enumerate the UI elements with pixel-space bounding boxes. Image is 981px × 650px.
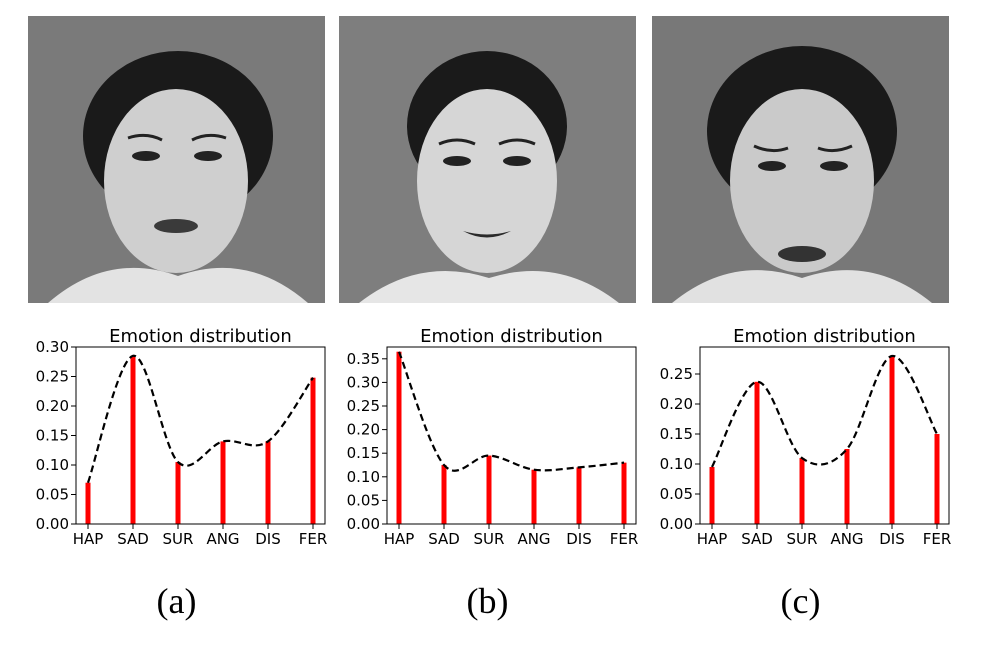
bar-ang [221, 441, 226, 524]
y-tick-label: 0.05 [36, 486, 69, 504]
bar-ang [845, 449, 850, 524]
chart-b-svg: Emotion distribution 0.00 0.05 0.10 0.15 0.20… [339, 320, 659, 560]
bar-fer [311, 378, 316, 524]
chart-c-svg: Emotion distribution 0.00 0.05 0.10 0.15 0.20… [652, 320, 972, 560]
bar-fer [935, 434, 940, 524]
plot-frame [76, 347, 325, 524]
bar-sad [131, 356, 136, 524]
face-photo [652, 16, 949, 303]
x-tick-label: SAD [428, 530, 460, 548]
x-tick-label: ANG [830, 530, 863, 548]
face-illustration [652, 16, 949, 303]
x-tick-label: SUR [787, 530, 818, 548]
chart-title: Emotion distribution [109, 326, 292, 347]
bar-hap [397, 352, 402, 524]
x-tick-label: HAP [384, 530, 415, 548]
x-tick-label: DIS [879, 530, 905, 548]
chart-title: Emotion distribution [420, 326, 603, 347]
caption-a: (a) [28, 580, 325, 622]
panel-c: Emotion distribution 0.00 0.05 0.10 0.15 0.20… [652, 0, 972, 650]
bar-dis [890, 356, 895, 524]
chart-c: Emotion distribution 0.00 0.05 0.10 0.15 0.20… [652, 320, 972, 560]
chart-a: Emotion distribution 0.00 0.05 0.10 0.15 0.20… [28, 320, 348, 560]
y-tick-label: 0.00 [660, 515, 693, 533]
y-tick-label: 0.25 [660, 365, 693, 383]
y-tick-label: 0.00 [347, 515, 380, 533]
y-tick-label: 0.15 [347, 444, 380, 462]
x-tick-label: SUR [163, 530, 194, 548]
bar-fer [622, 463, 627, 524]
bar-dis [266, 441, 271, 524]
x-tick-label: DIS [255, 530, 281, 548]
x-tick-label: FER [923, 530, 952, 548]
y-tick-label: 0.05 [347, 491, 380, 509]
chart-a-svg: Emotion distribution 0.00 0.05 0.10 0.15 0.20… [28, 320, 348, 560]
x-tick-label: ANG [206, 530, 239, 548]
y-tick-label: 0.10 [347, 468, 380, 486]
x-tick-label: SUR [474, 530, 505, 548]
y-tick-label: 0.20 [36, 397, 69, 415]
bar-sad [442, 465, 447, 524]
bar-hap [710, 467, 715, 524]
x-tick-label: SAD [741, 530, 773, 548]
y-tick-label: 0.00 [36, 515, 69, 533]
y-tick-label: 0.25 [36, 368, 69, 386]
y-tick-label: 0.30 [36, 338, 69, 356]
caption-b: (b) [339, 580, 636, 622]
y-tick-label: 0.20 [347, 421, 380, 439]
distribution-curve [399, 352, 624, 471]
y-tick-label: 0.25 [347, 397, 380, 415]
y-tick-label: 0.20 [660, 395, 693, 413]
x-tick-label: FER [610, 530, 639, 548]
x-tick-label: FER [299, 530, 328, 548]
x-tick-label: DIS [566, 530, 592, 548]
x-tick-label: ANG [517, 530, 550, 548]
bar-sad [755, 382, 760, 524]
x-tick-label: HAP [697, 530, 728, 548]
y-tick-label: 0.10 [660, 455, 693, 473]
y-tick-label: 0.15 [660, 425, 693, 443]
bar-ang [532, 470, 537, 524]
x-tick-label: HAP [73, 530, 104, 548]
bar-dis [577, 467, 582, 524]
face-illustration [28, 16, 325, 303]
bar-sur [487, 456, 492, 524]
y-tick-label: 0.10 [36, 456, 69, 474]
chart-b: Emotion distribution 0.00 0.05 0.10 0.15 0.20… [339, 320, 659, 560]
y-tick-label: 0.35 [347, 350, 380, 368]
x-tick-label: SAD [117, 530, 149, 548]
y-tick-label: 0.15 [36, 427, 69, 445]
plot-frame [387, 347, 636, 524]
bar-sur [176, 462, 181, 524]
distribution-curve [88, 356, 313, 483]
y-tick-label: 0.05 [660, 485, 693, 503]
caption-c: (c) [652, 580, 949, 622]
panel-a: Emotion distribution 0.00 0.05 0.10 0.15 0.20… [28, 0, 348, 650]
face-photo [339, 16, 636, 303]
panel-b: Emotion distribution 0.00 0.05 0.10 0.15 0.20… [339, 0, 659, 650]
chart-title: Emotion distribution [733, 326, 916, 347]
y-tick-label: 0.30 [347, 373, 380, 391]
bar-hap [86, 483, 91, 524]
face-illustration [339, 16, 636, 303]
bar-sur [800, 458, 805, 524]
plot-frame [700, 347, 949, 524]
distribution-curve [712, 356, 937, 467]
face-photo [28, 16, 325, 303]
